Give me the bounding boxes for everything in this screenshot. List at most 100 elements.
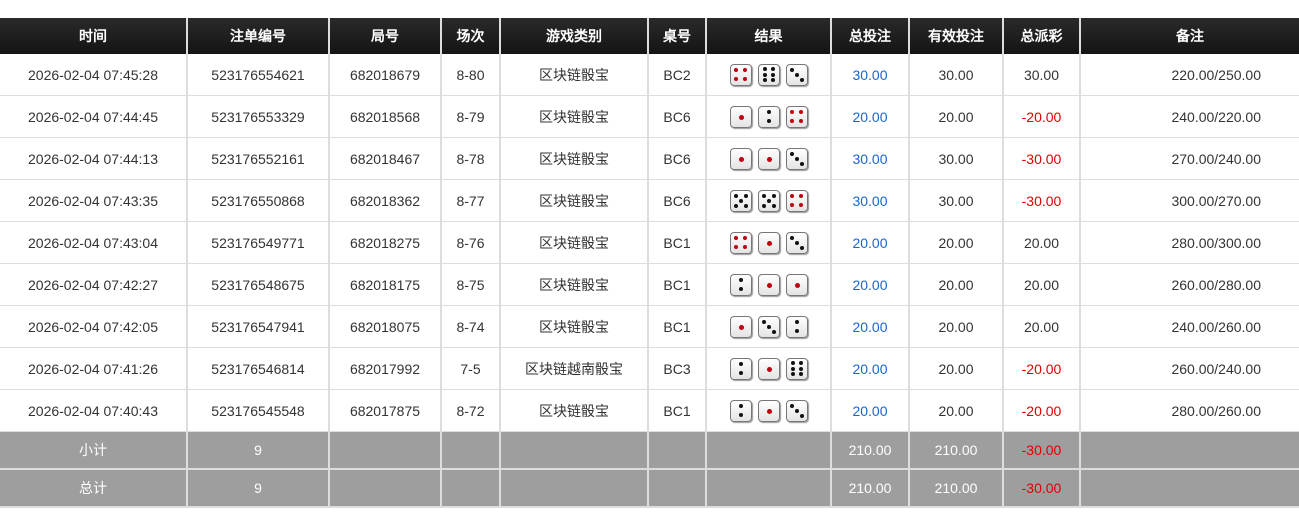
table-row[interactable]: 2026-02-04 07:43:04 523176549771 682018275…	[0, 221, 1299, 264]
result-cell	[705, 54, 831, 96]
result-cell	[705, 389, 831, 432]
dice-3-icon	[785, 63, 808, 86]
game-type-cell: 区块链骰宝	[499, 389, 648, 432]
payout-cell: 20.00	[1002, 263, 1080, 306]
round-cell: 682018467	[328, 137, 441, 180]
column-header: 有效投注	[908, 18, 1003, 54]
time-cell: 2026-02-04 07:41:26	[0, 347, 187, 390]
game-type-cell: 区块链骰宝	[499, 305, 648, 348]
column-header: 场次	[440, 18, 500, 54]
total-bet-cell: 20.00	[830, 389, 909, 432]
subtotal-total-bet: 210.00	[830, 431, 909, 470]
dice-3-icon	[785, 147, 808, 170]
empty-cell	[1079, 431, 1299, 470]
game-type-cell: 区块链骰宝	[499, 54, 648, 96]
total-row: 总计 9 210.00 210.00 -30.00	[0, 469, 1299, 508]
dice-2-icon	[729, 273, 752, 296]
table-row[interactable]: 2026-02-04 07:45:28 523176554621 682018679…	[0, 54, 1299, 96]
total-bet-cell: 20.00	[830, 95, 909, 138]
table-cell: BC1	[647, 305, 706, 348]
dice-5-icon	[729, 189, 752, 212]
bet-id-cell: 523176546814	[186, 347, 329, 390]
column-header: 结果	[705, 18, 831, 54]
table-row[interactable]: 2026-02-04 07:40:43 523176545548 682017875…	[0, 389, 1299, 432]
round-cell: 682018568	[328, 95, 441, 138]
time-cell: 2026-02-04 07:44:13	[0, 137, 187, 180]
dice-2-icon	[729, 357, 752, 380]
table-row[interactable]: 2026-02-04 07:43:35 523176550868 682018362…	[0, 179, 1299, 222]
dice-1-icon	[757, 399, 780, 422]
note-cell: 220.00/250.00	[1079, 54, 1299, 96]
valid-bet-cell: 20.00	[908, 347, 1003, 390]
game-no-cell: 8-72	[440, 389, 500, 432]
column-header: 游戏类别	[499, 18, 648, 54]
payout-cell: 30.00	[1002, 54, 1080, 96]
game-no-cell: 7-5	[440, 347, 500, 390]
bet-records-table: 时间 注单编号 局号 场次 游戏类别 桌号 结果 总投注 有效投注 总派彩 备注 2026-02-0…	[0, 18, 1299, 508]
game-no-cell: 8-80	[440, 54, 500, 96]
round-cell: 682018075	[328, 305, 441, 348]
result-cell	[705, 305, 831, 348]
valid-bet-cell: 20.00	[908, 95, 1003, 138]
result-cell	[705, 221, 831, 264]
total-bet-cell: 20.00	[830, 305, 909, 348]
game-type-cell: 区块链骰宝	[499, 221, 648, 264]
empty-cell	[705, 431, 831, 470]
total-bet-cell: 30.00	[830, 179, 909, 222]
table-cell: BC1	[647, 389, 706, 432]
table-cell: BC6	[647, 137, 706, 180]
payout-cell: -20.00	[1002, 347, 1080, 390]
game-no-cell: 8-74	[440, 305, 500, 348]
empty-cell	[440, 469, 500, 508]
total-bet-cell: 30.00	[830, 137, 909, 180]
total-payout: -30.00	[1002, 469, 1080, 508]
column-header: 局号	[328, 18, 441, 54]
dice-2-icon	[785, 315, 808, 338]
table-cell: BC1	[647, 263, 706, 306]
dice-4-icon	[729, 231, 752, 254]
dice-3-icon	[757, 315, 780, 338]
time-cell: 2026-02-04 07:43:35	[0, 179, 187, 222]
empty-cell	[1079, 469, 1299, 508]
total-total-bet: 210.00	[830, 469, 909, 508]
total-bet-cell: 30.00	[830, 54, 909, 96]
column-header: 备注	[1079, 18, 1299, 54]
table-row[interactable]: 2026-02-04 07:44:45 523176553329 682018568…	[0, 95, 1299, 138]
bet-id-cell: 523176548675	[186, 263, 329, 306]
result-cell	[705, 95, 831, 138]
bet-id-cell: 523176552161	[186, 137, 329, 180]
time-cell: 2026-02-04 07:44:45	[0, 95, 187, 138]
dice-1-icon	[757, 147, 780, 170]
game-no-cell: 8-77	[440, 179, 500, 222]
game-no-cell: 8-75	[440, 263, 500, 306]
time-cell: 2026-02-04 07:42:27	[0, 263, 187, 306]
total-count: 9	[186, 469, 329, 508]
game-type-cell: 区块链骰宝	[499, 95, 648, 138]
dice-6-icon	[757, 63, 780, 86]
column-header: 注单编号	[186, 18, 329, 54]
dice-1-icon	[729, 105, 752, 128]
game-no-cell: 8-76	[440, 221, 500, 264]
empty-cell	[647, 469, 706, 508]
total-bet-cell: 20.00	[830, 263, 909, 306]
time-cell: 2026-02-04 07:42:05	[0, 305, 187, 348]
empty-cell	[499, 431, 648, 470]
dice-1-icon	[757, 357, 780, 380]
table-row[interactable]: 2026-02-04 07:42:27 523176548675 682018175…	[0, 263, 1299, 306]
payout-cell: -20.00	[1002, 389, 1080, 432]
round-cell: 682018679	[328, 54, 441, 96]
table-row[interactable]: 2026-02-04 07:41:26 523176546814 682017992…	[0, 347, 1299, 390]
dice-1-icon	[785, 273, 808, 296]
total-bet-cell: 20.00	[830, 221, 909, 264]
round-cell: 682018275	[328, 221, 441, 264]
result-cell	[705, 137, 831, 180]
game-type-cell: 区块链越南骰宝	[499, 347, 648, 390]
subtotal-count: 9	[186, 431, 329, 470]
result-cell	[705, 179, 831, 222]
note-cell: 270.00/240.00	[1079, 137, 1299, 180]
game-type-cell: 区块链骰宝	[499, 263, 648, 306]
table-row[interactable]: 2026-02-04 07:42:05 523176547941 682018075…	[0, 305, 1299, 348]
bet-id-cell: 523176553329	[186, 95, 329, 138]
table-row[interactable]: 2026-02-04 07:44:13 523176552161 682018467…	[0, 137, 1299, 180]
column-header: 总投注	[830, 18, 909, 54]
